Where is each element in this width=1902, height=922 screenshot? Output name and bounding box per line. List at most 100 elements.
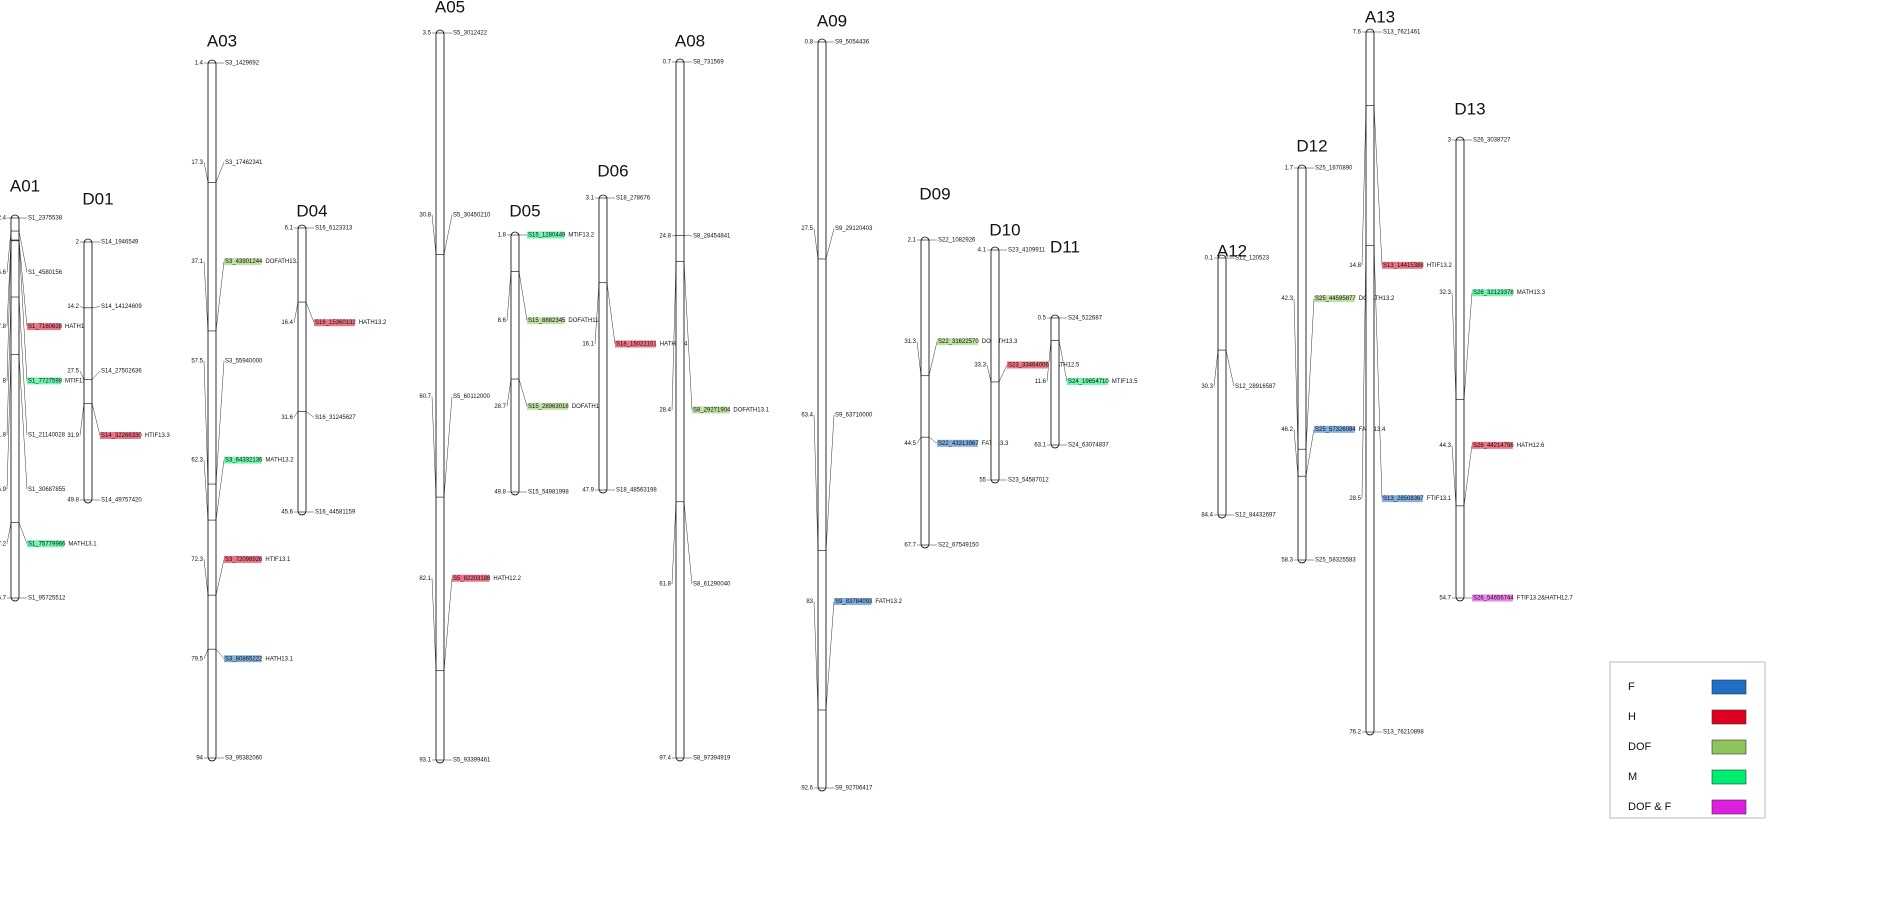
marker-connector xyxy=(825,414,835,551)
marker-connector xyxy=(203,460,209,521)
chromosome-bar xyxy=(1217,254,1227,519)
marker-connector xyxy=(683,261,693,411)
marker-connector xyxy=(506,271,512,321)
marker-position: 30.8 xyxy=(419,212,431,218)
marker-connector xyxy=(18,230,28,273)
qtl-label: DOFATH12.2 xyxy=(572,404,608,410)
marker-connector xyxy=(203,559,209,596)
marker-name: S12_120523 xyxy=(1235,256,1270,262)
marker-name: S8_28454841 xyxy=(693,234,731,240)
marker-highlight xyxy=(27,377,61,385)
marker-name: S22_31622570 xyxy=(938,339,979,345)
marker-highlight xyxy=(452,574,490,582)
marker-position: 16.4 xyxy=(281,320,293,326)
marker-position: 0.7 xyxy=(663,60,672,66)
marker-name: S3_80865222 xyxy=(225,656,263,662)
marker-position: 97.4 xyxy=(659,756,671,762)
marker-connector xyxy=(1373,105,1383,266)
marker-connector xyxy=(18,240,28,381)
marker-name: S5_30450210 xyxy=(453,212,491,218)
marker-position: 77.2 xyxy=(0,541,7,547)
marker-connector xyxy=(203,261,209,331)
marker-connector xyxy=(6,239,12,327)
marker-connector xyxy=(6,522,12,544)
marker-position: 61.8 xyxy=(659,582,671,588)
marker-name: S24_63074837 xyxy=(1068,443,1109,449)
marker-connector xyxy=(506,378,512,407)
marker-connector xyxy=(928,341,938,376)
marker-connector xyxy=(203,162,209,183)
marker-name: S23_4109911 xyxy=(1008,248,1046,254)
marker-position: 28.5 xyxy=(1349,496,1361,502)
legend-swatch xyxy=(1711,739,1747,755)
marker-connector xyxy=(6,240,12,381)
legend-swatch xyxy=(1711,709,1747,725)
marker-name: S5_60112000 xyxy=(453,394,491,400)
marker-name: S22_43313967 xyxy=(938,441,979,447)
qtl-label: MATH13.2 xyxy=(265,458,294,464)
chromosome-bar xyxy=(83,238,93,504)
marker-name: S9_5054436 xyxy=(835,40,870,46)
marker-highlight xyxy=(527,231,565,239)
marker-position: 62.3 xyxy=(191,458,203,464)
marker-connector xyxy=(916,341,922,376)
chromosome-title: A01 xyxy=(10,176,40,195)
marker-name: S13_14415388 xyxy=(1383,263,1424,269)
marker-name: S14_32266330 xyxy=(101,433,142,439)
marker-name: S15_28963018 xyxy=(528,404,569,410)
marker-connector xyxy=(18,522,28,544)
marker-connector xyxy=(825,601,835,711)
marker-name: S5_3012422 xyxy=(453,31,488,37)
marker-connector xyxy=(215,261,225,331)
marker-connector xyxy=(6,354,12,490)
marker-name: S12_84432697 xyxy=(1235,513,1276,519)
marker-highlight xyxy=(1314,295,1355,303)
marker-name: S13_28508367 xyxy=(1383,496,1424,502)
marker-name: S26_32123378 xyxy=(1473,290,1514,296)
qtl-label: DOFATH13.1 xyxy=(265,259,301,265)
marker-name: S24_522687 xyxy=(1068,316,1103,322)
legend-label: F xyxy=(1628,681,1635,693)
marker-connector xyxy=(91,306,101,309)
marker-name: S15_54981998 xyxy=(528,490,569,496)
marker-connector xyxy=(1225,350,1235,387)
marker-position: 30.3 xyxy=(1201,384,1213,390)
marker-highlight xyxy=(1472,441,1513,449)
marker-position: 1.7 xyxy=(1285,166,1294,172)
marker-connector xyxy=(1451,445,1457,506)
marker-name: S9_92706417 xyxy=(835,786,873,792)
qtl-label: HATH13.2 xyxy=(359,320,387,326)
marker-position: 44.3 xyxy=(1439,443,1451,449)
chromosome-bar xyxy=(990,246,1000,484)
marker-connector xyxy=(431,396,437,498)
marker-highlight xyxy=(1382,261,1423,269)
marker-connector xyxy=(518,271,528,321)
marker-name: S22_67549150 xyxy=(938,543,979,549)
chromosome-title: A09 xyxy=(817,11,847,30)
legend-label: M xyxy=(1628,771,1637,783)
marker-highlight xyxy=(615,340,656,348)
marker-position: 84.4 xyxy=(1201,513,1213,519)
marker-connector xyxy=(825,228,835,260)
marker-connector xyxy=(215,559,225,596)
marker-position: 79.5 xyxy=(191,656,203,662)
chromosome-bar xyxy=(1297,164,1307,564)
marker-name: S8_97394919 xyxy=(693,756,731,762)
chromosome-bar xyxy=(598,194,608,494)
marker-name: S16_31245627 xyxy=(315,415,356,421)
marker-connector xyxy=(671,261,677,411)
marker-position: 4.1 xyxy=(978,248,987,254)
marker-position: 16.1 xyxy=(582,342,594,348)
marker-name: S24_19654710 xyxy=(1068,379,1109,385)
marker-position: 49.8 xyxy=(67,498,79,504)
chromosome-bar xyxy=(510,231,520,496)
marker-name: S8_29271904 xyxy=(693,408,731,414)
marker-position: 28.7 xyxy=(494,404,506,410)
marker-position: 0.5 xyxy=(1038,316,1047,322)
marker-position: 27.5 xyxy=(801,226,813,232)
marker-connector xyxy=(431,214,437,255)
marker-name: S9_63710000 xyxy=(835,413,873,419)
chromosome-title: D12 xyxy=(1296,136,1327,155)
marker-highlight xyxy=(27,540,65,548)
marker-highlight xyxy=(937,439,978,447)
